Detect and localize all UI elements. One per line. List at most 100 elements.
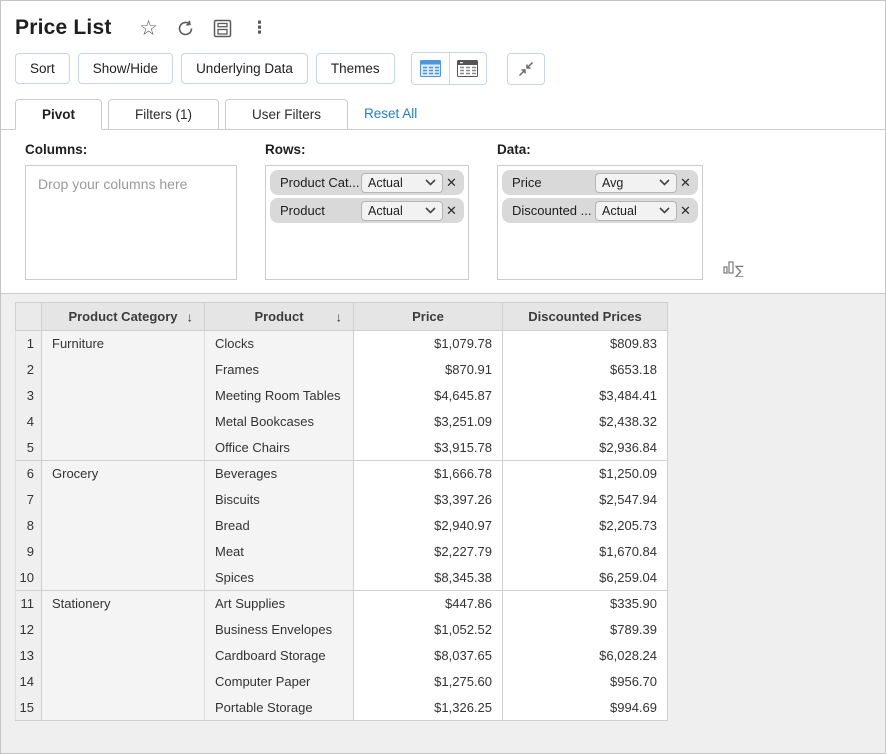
columns-zone: Columns: Drop your columns here [25,142,237,280]
aggregation-select[interactable]: Avg [595,172,677,193]
toolbar: Sort Show/Hide Underlying Data Themes [1,44,885,95]
refresh-icon[interactable] [175,17,197,39]
sort-descending-icon[interactable]: ↓ [186,309,194,324]
discounted-price-cell: $335.90 [502,590,668,617]
discounted-price-cell: $6,028.24 [502,642,668,669]
product-cell: Portable Storage [204,694,354,721]
reset-all-link[interactable]: Reset All [364,106,418,121]
category-cell: Furniture [41,330,205,357]
price-cell: $1,666.78 [353,460,503,487]
aggregation-select[interactable]: Actual [361,200,443,221]
row-number-cell: 8 [15,512,42,539]
table-view-blue-icon[interactable] [411,53,449,84]
field-chip-price[interactable]: Price Avg ✕ [502,170,698,195]
row-number-cell: 2 [15,356,42,383]
field-chip-label: Price [512,175,542,190]
table-row: 11 Stationery Art Supplies $447.86 $335.90 [15,590,668,617]
product-cell: Biscuits [204,486,354,513]
field-chip-product-category[interactable]: Product Cat... Actual ✕ [270,170,464,195]
rows-zone: Rows: Product Cat... Actual ✕ Product Ac… [265,142,469,280]
tab-filters[interactable]: Filters (1) [108,99,220,130]
discounted-price-cell: $809.83 [502,330,668,357]
product-cell: Clocks [204,330,354,357]
table-header-row: Product Category ↓ Product ↓ Price Disco… [15,302,668,331]
field-chip-label: Discounted ... [512,203,592,218]
row-number-cell: 14 [15,668,42,695]
price-cell: $3,915.78 [353,434,503,461]
underlying-data-button[interactable]: Underlying Data [181,53,308,84]
category-cell [41,382,205,409]
price-cell: $2,940.97 [353,512,503,539]
table-row: 7 Biscuits $3,397.26 $2,547.94 [15,486,668,513]
category-cell [41,538,205,565]
sort-descending-icon[interactable]: ↓ [335,309,343,324]
remove-field-icon[interactable]: ✕ [446,174,457,190]
price-cell: $2,227.79 [353,538,503,565]
rows-label: Rows: [265,142,306,157]
tab-bar: Pivot Filters (1) User Filters Reset All [1,95,885,130]
view-toggle-group [410,52,487,85]
pivot-table-body: 1 Furniture Clocks $1,079.78 $809.83 2 Frames $… [15,330,668,721]
column-header-discounted-prices[interactable]: Discounted Prices [502,302,668,331]
save-icon[interactable] [212,17,234,39]
discounted-price-cell: $789.39 [502,616,668,643]
discounted-price-cell: $2,936.84 [502,434,668,461]
category-cell [41,642,205,669]
product-cell: Frames [204,356,354,383]
column-header-product[interactable]: Product ↓ [204,302,354,331]
collapse-icon[interactable] [506,52,545,85]
columns-dropzone[interactable]: Drop your columns here [25,165,237,280]
category-cell: Grocery [41,460,205,487]
favorite-star-icon[interactable]: ☆ [139,16,158,40]
aggregation-select[interactable]: Actual [361,172,443,193]
price-cell: $1,275.60 [353,668,503,695]
sort-button[interactable]: Sort [15,53,70,84]
table-row: 15 Portable Storage $1,326.25 $994.69 [15,694,668,721]
chevron-down-icon [425,179,436,186]
show-hide-button[interactable]: Show/Hide [77,53,174,84]
column-header-product-category[interactable]: Product Category ↓ [41,302,205,331]
product-cell: Business Envelopes [204,616,354,643]
remove-field-icon[interactable]: ✕ [680,202,691,218]
data-dropzone[interactable]: Price Avg ✕ Discounted ... Actual ✕ [497,165,703,280]
discounted-price-cell: $653.18 [502,356,668,383]
row-number-cell: 12 [15,616,42,643]
column-header-price[interactable]: Price [353,302,503,331]
field-chip-label: Product [280,203,325,218]
row-number-cell: 15 [15,694,42,721]
sigma-summary-icon[interactable]: ∑ [723,259,747,282]
table-row: 12 Business Envelopes $1,052.52 $789.39 [15,616,668,643]
data-zone: Data: Price Avg ✕ Discounted ... Actual [497,142,703,280]
remove-field-icon[interactable]: ✕ [680,174,691,190]
aggregation-select[interactable]: Actual [595,200,677,221]
rows-dropzone[interactable]: Product Cat... Actual ✕ Product Actual ✕ [265,165,469,280]
row-number-cell: 5 [15,434,42,461]
discounted-price-cell: $6,259.04 [502,564,668,591]
field-chip-discounted[interactable]: Discounted ... Actual ✕ [502,198,698,223]
category-cell [41,486,205,513]
category-cell [41,434,205,461]
table-row: 5 Office Chairs $3,915.78 $2,936.84 [15,434,668,461]
category-cell [41,512,205,539]
page-title: Price List [15,16,112,39]
columns-placeholder: Drop your columns here [38,176,188,192]
themes-button[interactable]: Themes [315,53,395,84]
aggregation-value: Avg [602,175,624,190]
discounted-price-cell: $1,250.09 [502,460,668,487]
svg-text:∑: ∑ [735,264,744,277]
remove-field-icon[interactable]: ✕ [446,202,457,218]
price-cell: $3,251.09 [353,408,503,435]
category-cell [41,564,205,591]
pivot-table-area: Product Category ↓ Product ↓ Price Disco… [1,294,885,753]
tab-user-filters[interactable]: User Filters [225,99,349,130]
discounted-price-cell: $2,438.32 [502,408,668,435]
price-cell: $870.91 [353,356,503,383]
table-row: 9 Meat $2,227.79 $1,670.84 [15,538,668,565]
kebab-menu-icon[interactable]: ⋮ [251,18,269,37]
field-chip-product[interactable]: Product Actual ✕ [270,198,464,223]
report-header: Price List ☆ ⋮ [1,1,885,44]
price-cell: $1,052.52 [353,616,503,643]
tab-pivot[interactable]: Pivot [15,99,103,130]
table-view-dark-icon[interactable] [448,53,486,84]
